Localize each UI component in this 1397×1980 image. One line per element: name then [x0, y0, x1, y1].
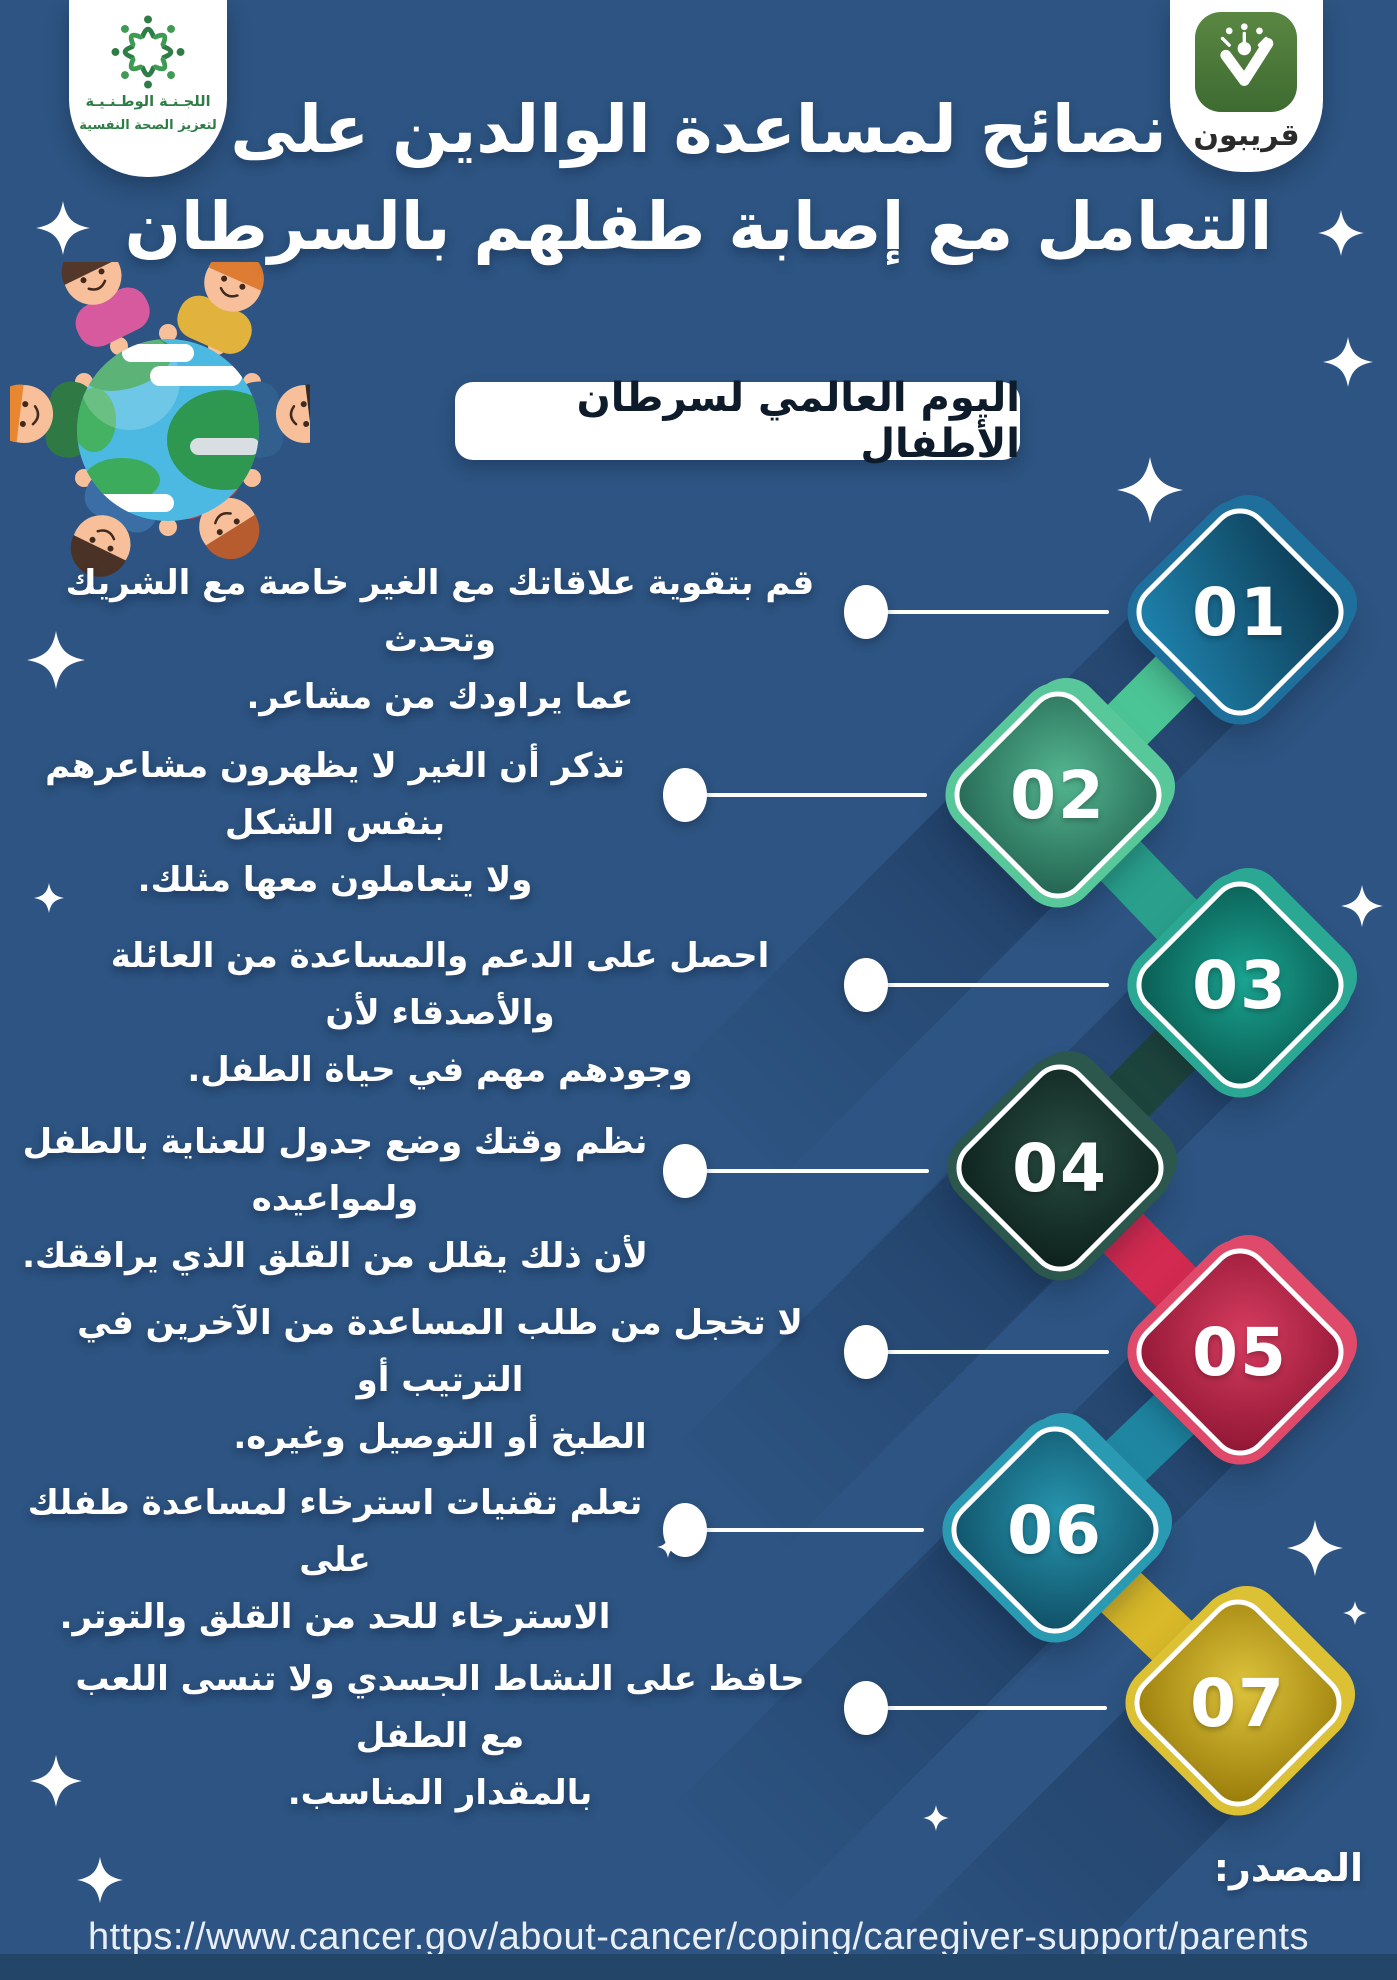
- sparkle-icon: [1287, 1520, 1343, 1576]
- children-globe-illustration: [0, 243, 338, 577]
- tip-text-1: قم بتقوية علاقاتك مع الغير خاصة مع الشري…: [50, 555, 830, 726]
- tip-text-2-line1: تذكر أن الغير لا يظهرون مشاعرهم بنفس الش…: [45, 746, 625, 843]
- source-label: المصدر:: [1213, 1846, 1363, 1890]
- subtitle-badge: اليوم العالمي لسرطان الأطفال: [455, 375, 1020, 467]
- sparkle-icon: [1343, 1601, 1367, 1625]
- tip-text-4-line1: نظم وقتك وضع جدول للعناية بالطفل ولمواعي…: [22, 1122, 648, 1219]
- tip-text-7-line1: حافظ على النشاط الجسدي ولا تنسى اللعب مع…: [75, 1659, 805, 1756]
- tip-text-5-line2: الطبخ أو التوصيل وغيره.: [233, 1417, 647, 1457]
- app-icon: [1195, 12, 1297, 112]
- connector-dot-3: [844, 958, 888, 1012]
- tip-text-5: لا تخجل من طلب المساعدة من الآخرين في ال…: [50, 1295, 830, 1466]
- tip-number-5: 05: [1192, 1313, 1288, 1391]
- tip-text-7: حافظ على النشاط الجسدي ولا تنسى اللعب مع…: [50, 1651, 830, 1822]
- sparkle-icon: [34, 883, 64, 913]
- bottom-bar: [0, 1954, 1397, 1980]
- page-title-line1: نصائح لمساعدة الوالدين على: [230, 91, 1167, 168]
- connector-dot-1: [844, 585, 888, 639]
- tip-number-1: 01: [1192, 573, 1288, 651]
- sparkle-icon: [36, 201, 90, 255]
- tip-text-4-line2: لأن ذلك يقلل من القلق الذي يرافقك.: [22, 1236, 648, 1276]
- connector-line-3: [884, 983, 1109, 987]
- org-emblem-icon: [111, 15, 185, 89]
- sparkle-icon: [1117, 457, 1183, 523]
- tip-number-7: 07: [1190, 1664, 1286, 1742]
- tip-text-1-line1: قم بتقوية علاقاتك مع الغير خاصة مع الشري…: [65, 563, 815, 660]
- connector-dot-7: [844, 1681, 888, 1735]
- tip-text-3: احصل على الدعم والمساعدة من العائلة والأ…: [50, 928, 830, 1099]
- tip-number-6: 06: [1007, 1491, 1103, 1569]
- sparkle-icon: [30, 1755, 82, 1807]
- tip-text-5-line1: لا تخجل من طلب المساعدة من الآخرين في ال…: [77, 1303, 803, 1400]
- source-url-link[interactable]: https://www.cancer.gov/about-cancer/copi…: [87, 1916, 1310, 1958]
- subtitle-badge-label: اليوم العالمي لسرطان الأطفال: [576, 375, 1020, 467]
- tip-number-4: 04: [1012, 1129, 1108, 1207]
- sparkle-icon: [1323, 337, 1373, 387]
- sparkle-icon: [27, 631, 85, 689]
- app-badge: قريبون: [1170, 0, 1323, 172]
- sparkle-icon: [1318, 210, 1364, 256]
- tip-text-7-line2: بالمقدار المناسب.: [287, 1773, 593, 1813]
- connector-line-1: [884, 610, 1109, 614]
- org-name-line1: اللجـنـة الوطـنـيـة: [85, 94, 211, 110]
- org-logo-badge: اللجـنـة الوطـنـيـة لتعزيز الصحة النفسية: [69, 0, 227, 177]
- tip-number-2: 02: [1010, 756, 1106, 834]
- connector-line-5: [884, 1350, 1109, 1354]
- sparkle-icon: [923, 1805, 949, 1831]
- page-title-line2: التعامل مع إصابة طفلهم بالسرطان: [124, 188, 1273, 265]
- connector-dot-5: [844, 1325, 888, 1379]
- connector-line-7: [884, 1706, 1107, 1710]
- sparkle-icon: [77, 1857, 123, 1903]
- sparkle-icon: [657, 1536, 679, 1558]
- globe-icon: [0, 243, 338, 577]
- tip-text-1-line2: عما يراودك من مشاعر.: [246, 677, 634, 717]
- tip-number-3: 03: [1192, 946, 1288, 1024]
- connector-line-2: [703, 793, 927, 797]
- tip-text-3-line1: احصل على الدعم والمساعدة من العائلة والأ…: [110, 936, 770, 1033]
- app-name: قريبون: [1193, 118, 1300, 153]
- tip-text-2: تذكر أن الغير لا يظهرون مشاعرهم بنفس الش…: [10, 738, 660, 909]
- tip-text-3-line2: وجودهم مهم في حياة الطفل.: [187, 1050, 693, 1090]
- sparkle-icon: [1341, 885, 1383, 927]
- tip-text-4: نظم وقتك وضع جدول للعناية بالطفل ولمواعي…: [10, 1114, 660, 1285]
- connector-dot-4: [663, 1144, 707, 1198]
- app-figure-icon: [1220, 23, 1274, 86]
- tip-text-6: تعلم تقنيات استرخاء لمساعدة طفلك على الا…: [10, 1475, 660, 1646]
- connector-line-6: [703, 1528, 924, 1532]
- tip-text-6-line1: تعلم تقنيات استرخاء لمساعدة طفلك على: [27, 1483, 643, 1580]
- tip-text-2-line2: ولا يتعاملون معها مثلك.: [137, 860, 533, 900]
- tip-text-6-line2: الاسترخاء للحد من القلق والتوتر.: [59, 1597, 611, 1637]
- connector-line-4: [703, 1169, 929, 1173]
- org-name-line2: لتعزيز الصحة النفسية: [79, 118, 217, 133]
- connector-dot-2: [663, 768, 707, 822]
